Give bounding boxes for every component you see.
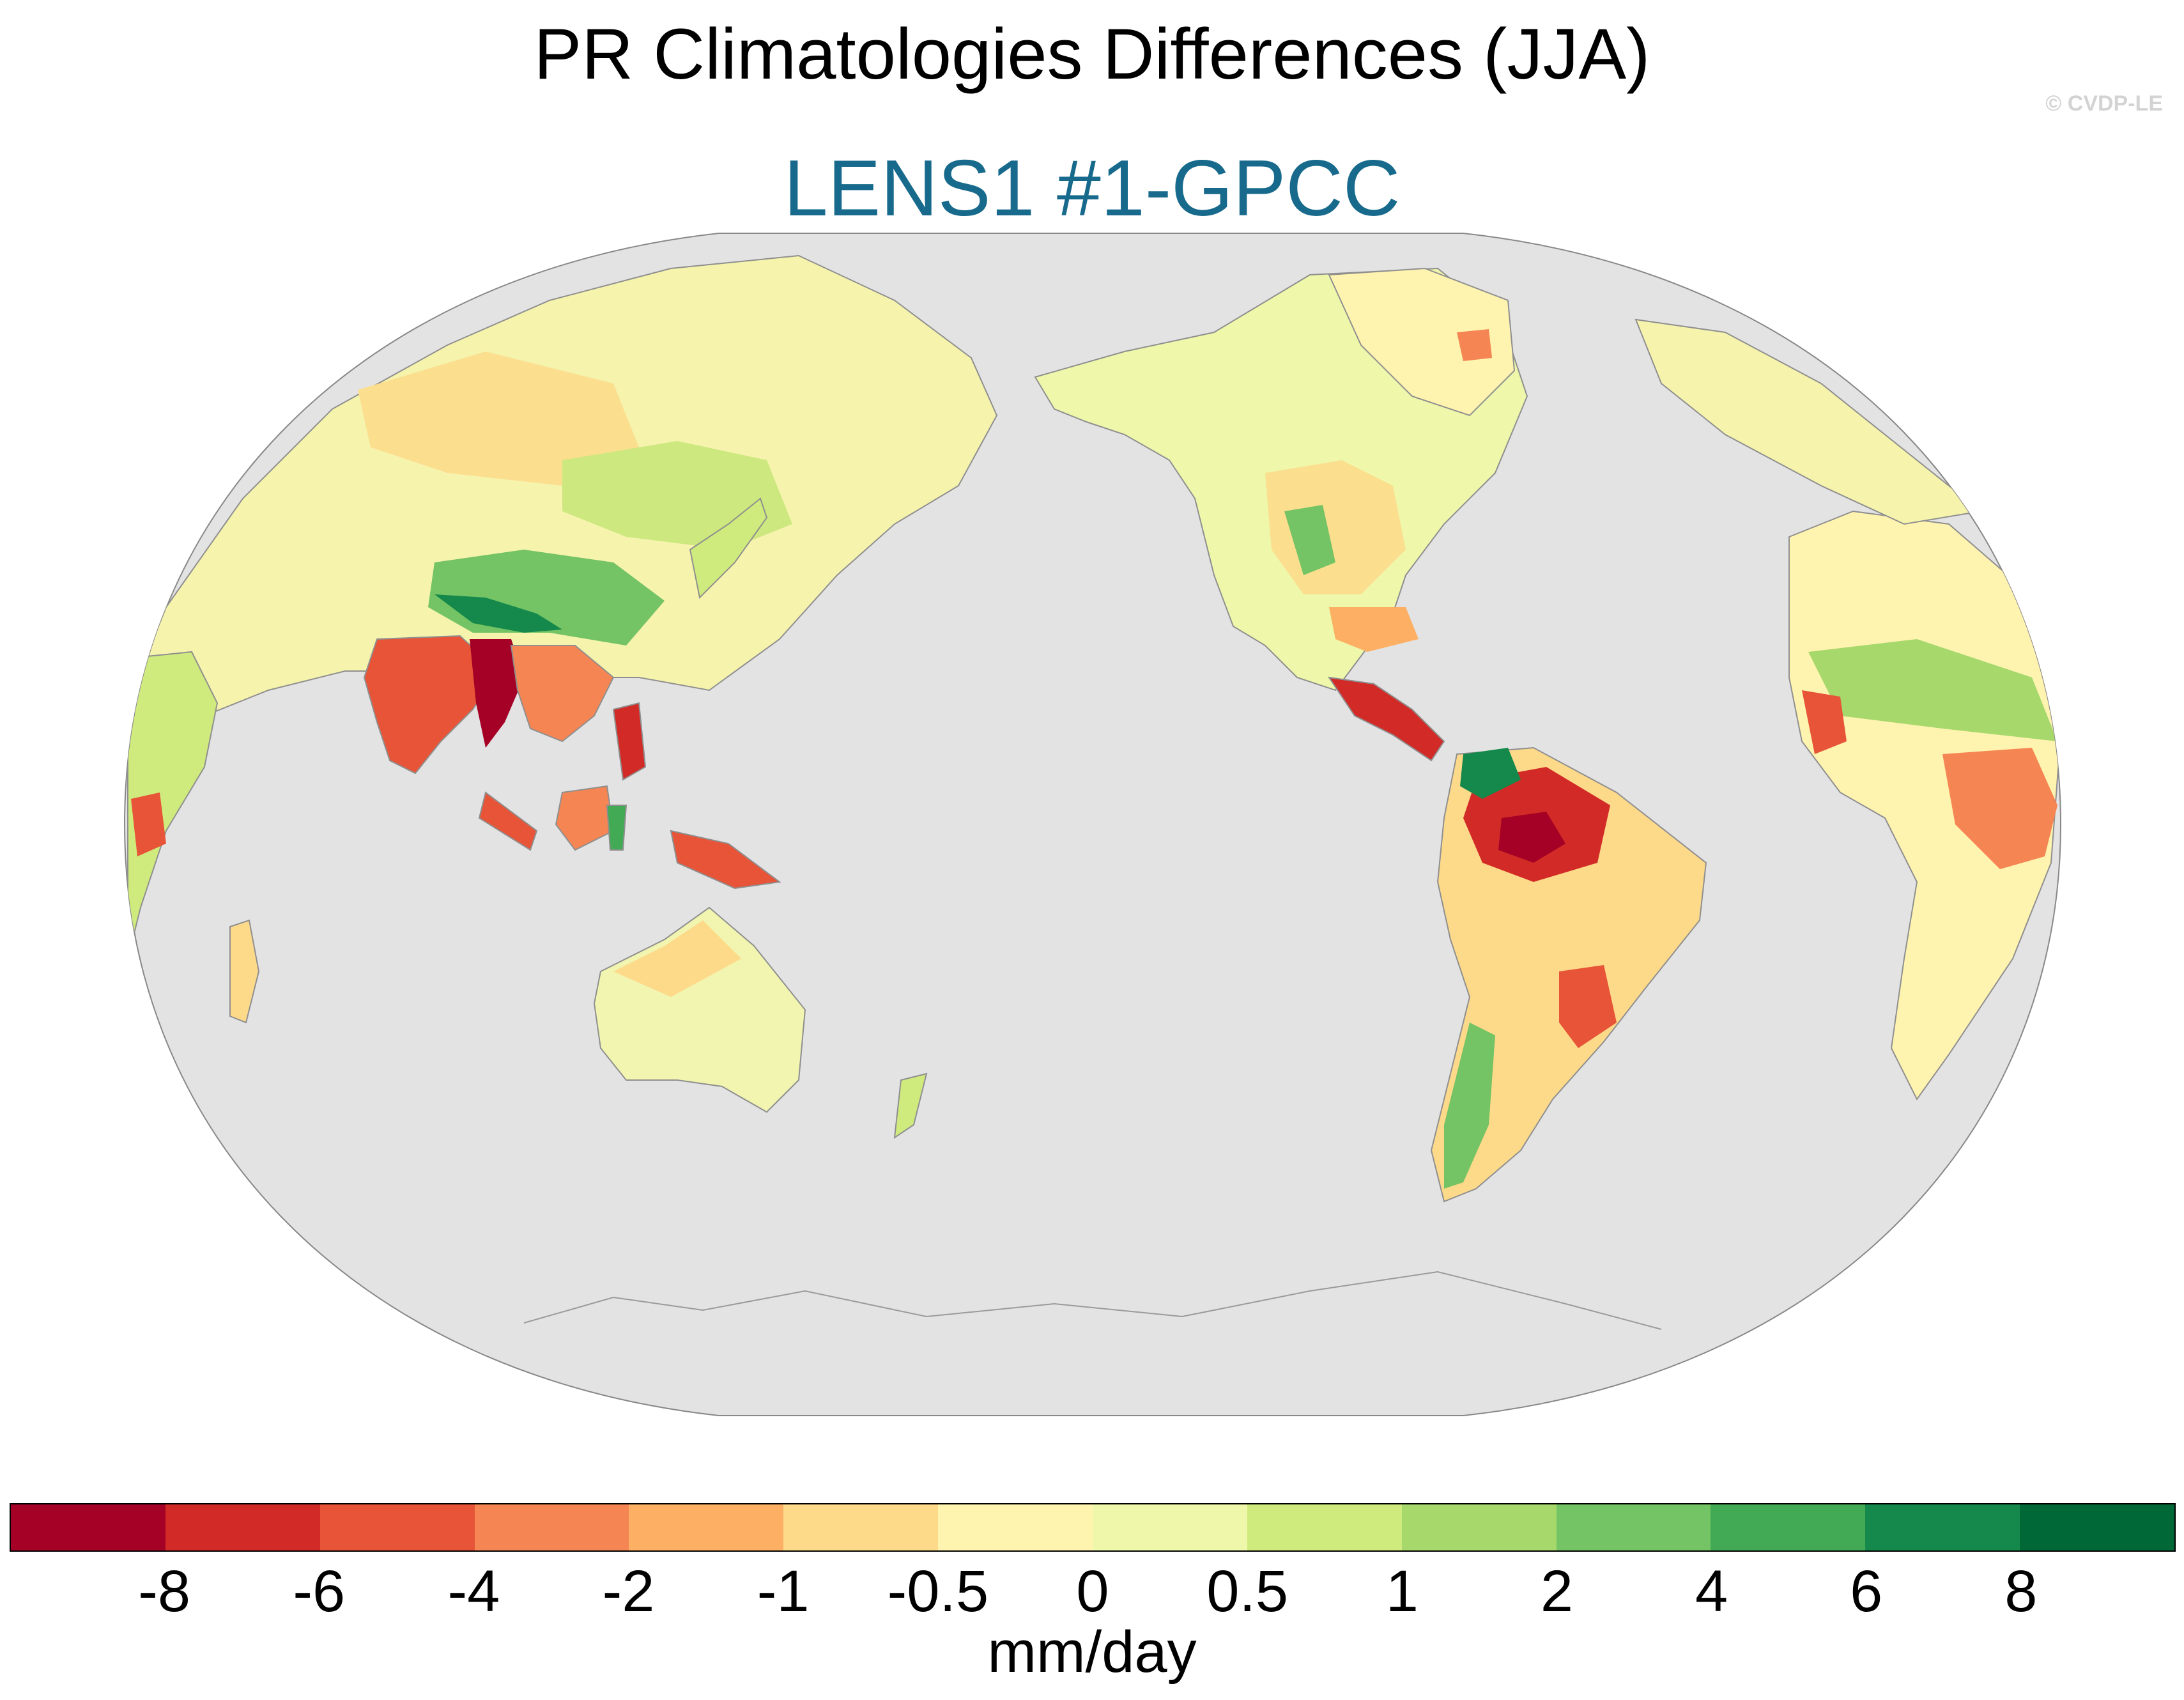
colorbar-box (629, 1504, 784, 1550)
region-southeast-asia (510, 645, 615, 743)
colorbar-tick-label: -8 (138, 1559, 191, 1624)
colorbar-tick-label: -0.5 (887, 1559, 989, 1624)
region-new-guinea (670, 830, 781, 890)
colorbar-tick-label: -6 (293, 1559, 346, 1624)
region-guinea-red (1802, 690, 1847, 754)
colorbar-units: mm/day (987, 1619, 1197, 1685)
region-madagascar (229, 919, 260, 1024)
colorbar-box (165, 1504, 320, 1550)
region-europe-edge (1634, 318, 1983, 525)
colorbar-labels: -8 -6 -4 -2 -1 -0.5 0 0.5 1 2 4 6 8 (0, 1559, 2184, 1623)
colorbar-tick-label: -1 (757, 1559, 810, 1624)
region-gulf-coast-orange (1329, 607, 1419, 652)
colorbar-tick-label: 8 (2004, 1559, 2038, 1624)
region-andes-green (1444, 1023, 1495, 1189)
region-central-africa-orange (1942, 748, 2057, 869)
region-amazon-dark (1498, 812, 1565, 863)
colorbar-tick-label: 4 (1695, 1559, 1728, 1624)
region-sahel-green (1808, 639, 2057, 741)
colorbar-box (474, 1504, 629, 1550)
colorbar-box (938, 1504, 1093, 1550)
region-philippines (612, 702, 647, 781)
colorbar-box (1556, 1504, 1711, 1550)
region-west-edge-red (131, 792, 166, 856)
credit-label: © CVDP-LE (2045, 91, 2163, 116)
region-central-america (1327, 676, 1445, 762)
region-australia-north (613, 920, 741, 997)
colorbar-box (2020, 1504, 2175, 1550)
colorbar-box (1401, 1504, 1557, 1550)
colorbar (10, 1503, 2176, 1552)
region-us-plains-green (1284, 505, 1335, 575)
region-borneo (555, 785, 615, 851)
colorbar-tick-label: 6 (1850, 1559, 1883, 1624)
colorbar-box (1865, 1504, 2020, 1550)
region-south-brazil-red (1559, 965, 1617, 1048)
world-map (123, 233, 2062, 1416)
colorbar-tick-label: 1 (1385, 1559, 1419, 1624)
colorbar-tick-label: 2 (1540, 1559, 1574, 1624)
region-bay-bengal-dark-red (470, 639, 524, 748)
colorbar-tick-label: -4 (447, 1559, 500, 1624)
colorbar-tick-label: 0.5 (1206, 1559, 1289, 1624)
region-greenland (1328, 267, 1516, 417)
region-central-asia-yellow (358, 352, 639, 486)
region-greenland-orange (1457, 329, 1492, 361)
colorbar-box (1247, 1504, 1402, 1550)
colorbar-box (783, 1504, 939, 1550)
colorbar-tick-label: 0 (1076, 1559, 1109, 1624)
region-japan (689, 497, 768, 599)
region-sumatra (478, 791, 538, 851)
region-tibet-dark-green (434, 594, 562, 633)
main-title: PR Climatologies Differences (JJA) (534, 14, 1650, 94)
colorbar-box (1711, 1504, 1866, 1550)
region-new-zealand (893, 1072, 928, 1140)
panel-subtitle: LENS1 #1-GPCC (783, 144, 1401, 233)
colorbar-box (319, 1504, 475, 1550)
region-antarctica-coast (523, 1271, 1662, 1330)
region-colombia-green (1460, 748, 1521, 799)
colorbar-tick-label: -2 (602, 1559, 655, 1624)
colorbar-box (1093, 1504, 1247, 1550)
colorbar-box (11, 1504, 165, 1550)
region-sulawesi (606, 805, 627, 851)
